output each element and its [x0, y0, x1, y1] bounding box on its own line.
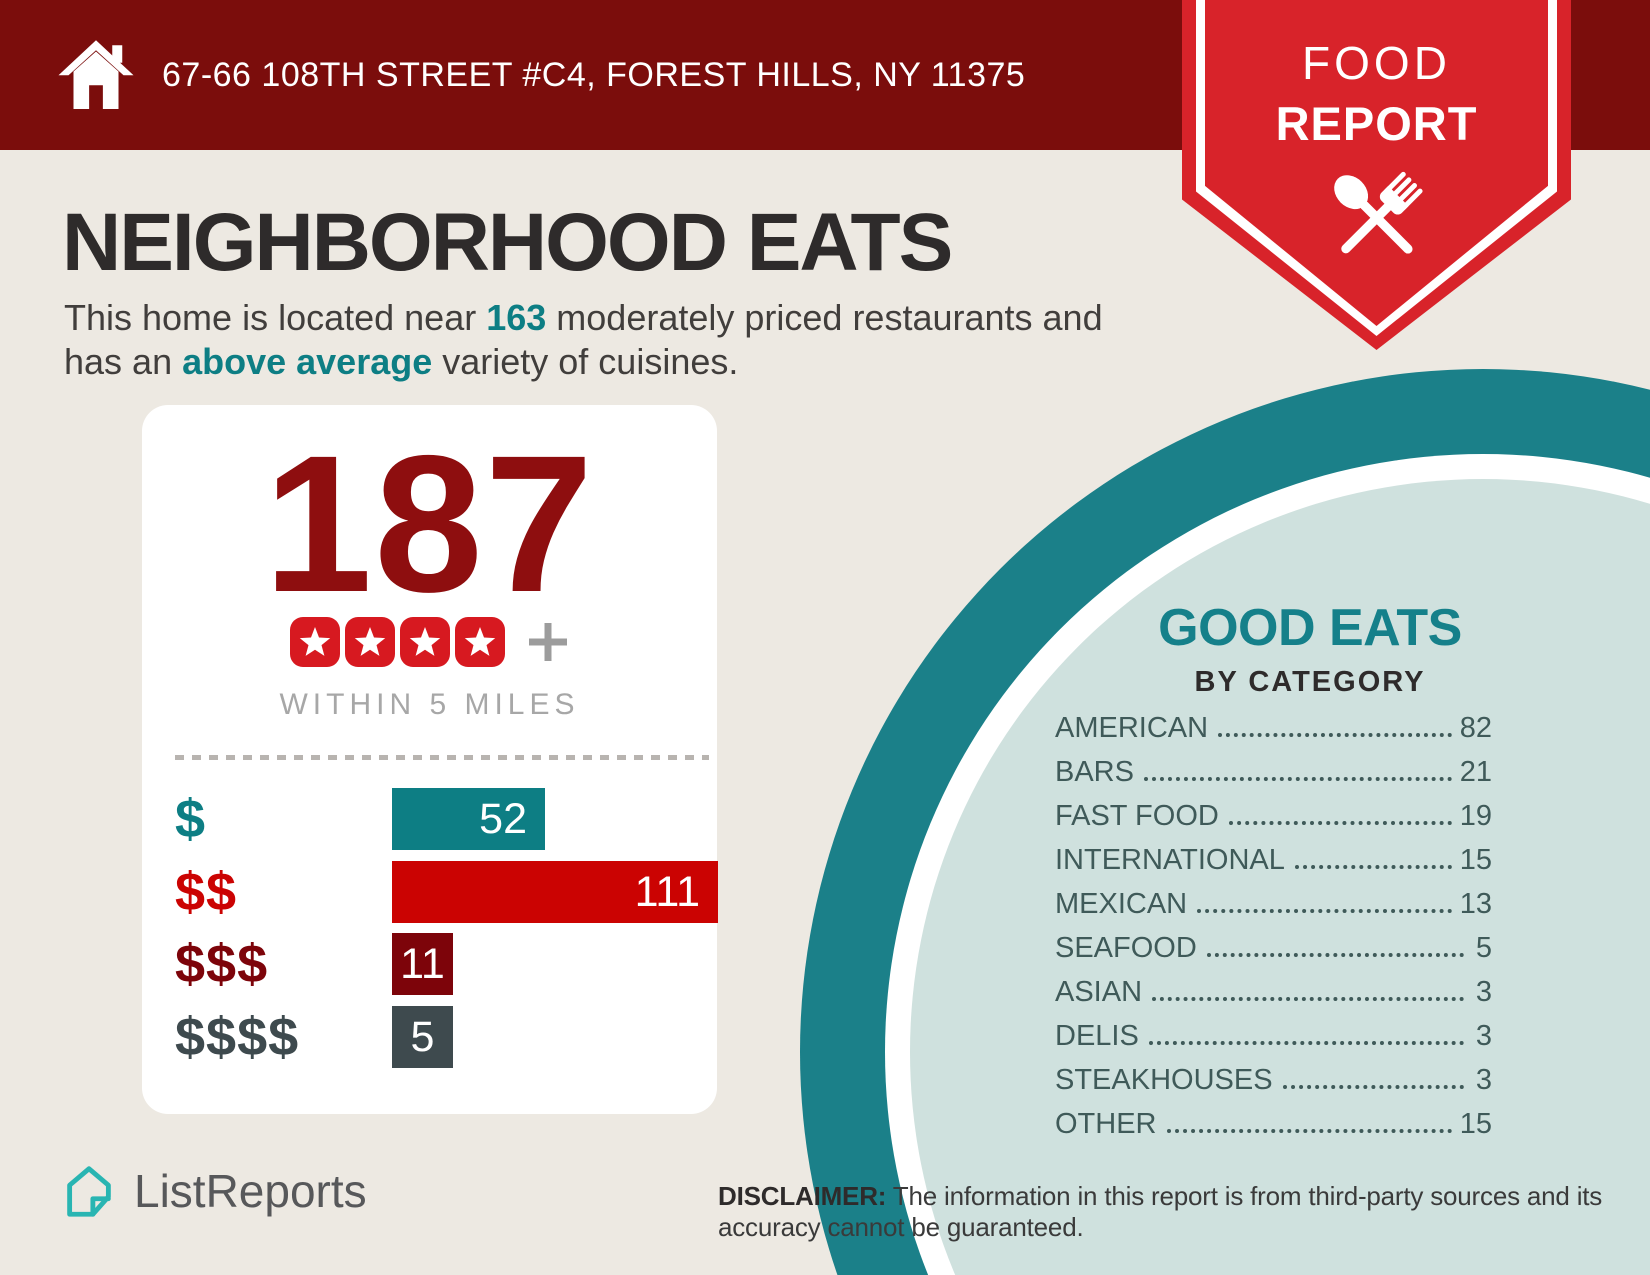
ribbon-title-line2: REPORT — [1275, 97, 1478, 150]
price-label: $$$ — [175, 934, 269, 994]
category-label: INTERNATIONAL — [1055, 844, 1285, 876]
category-row: BARS 21 — [1055, 756, 1492, 800]
summary-card: 187 WITHIN 5 MILES $52 $$ 111 $$$ 11 $$$$ 5 — [142, 405, 718, 1114]
listreports-logo: ListReports — [58, 1160, 367, 1222]
category-row: ASIAN 3 — [1055, 976, 1492, 1020]
category-leader — [1206, 953, 1464, 957]
good-eats-title: GOOD EATS — [1158, 599, 1462, 657]
listreports-logo-text: ListReports — [134, 1165, 367, 1217]
category-value: 82 — [1459, 712, 1492, 744]
category-value: 21 — [1459, 756, 1492, 788]
disclaimer: DISCLAIMER: The information in this repo… — [718, 1181, 1602, 1243]
page-title: NEIGHBORHOOD EATS — [62, 197, 953, 288]
good-eats-subtitle: BY CATEGORY — [1194, 666, 1426, 698]
disclaimer-text: The information in this report is from t… — [886, 1181, 1603, 1211]
category-row: SEAFOOD 5 — [1055, 932, 1492, 976]
category-label: SEAFOOD — [1055, 932, 1197, 964]
category-leader — [1148, 1041, 1464, 1045]
category-row: INTERNATIONAL 15 — [1055, 844, 1492, 888]
category-value: 13 — [1459, 888, 1492, 920]
category-value: 15 — [1459, 844, 1492, 876]
category-leader — [1197, 909, 1452, 913]
price-row: $52 — [142, 788, 717, 850]
category-value: 3 — [1475, 976, 1492, 1008]
plus-icon — [528, 623, 567, 661]
price-bar: 11 — [392, 933, 453, 995]
category-label: FAST FOOD — [1055, 800, 1219, 832]
price-row: $$ 111 — [142, 861, 718, 923]
disclaimer-text-line2: accuracy cannot be guaranteed. — [718, 1212, 1084, 1242]
category-value: 19 — [1459, 800, 1492, 832]
price-bar: 52 — [392, 788, 545, 850]
category-label: AMERICAN — [1055, 712, 1209, 744]
category-row: MEXICAN 13 — [1055, 888, 1492, 932]
restaurant-count: 163 — [486, 297, 547, 338]
price-row: $$$$ 5 — [142, 1006, 717, 1068]
category-value: 3 — [1475, 1064, 1492, 1096]
disclaimer-label: DISCLAIMER: — [718, 1181, 887, 1211]
price-label: $$ — [175, 862, 238, 922]
category-row: OTHER 15 — [1055, 1108, 1492, 1152]
category-label: DELIS — [1055, 1020, 1139, 1052]
utensils-icon — [1333, 171, 1423, 254]
star-rating — [142, 617, 717, 667]
cuisine-variety-highlight: above average — [182, 341, 433, 382]
star-icon — [454, 617, 505, 667]
divider — [175, 755, 709, 760]
price-row: $$$ 11 — [142, 933, 717, 995]
home-icon — [58, 40, 134, 109]
category-label: MEXICAN — [1055, 888, 1188, 920]
intro-line1: This home is located near 163 moderately… — [64, 297, 1103, 338]
category-leader — [1218, 733, 1452, 737]
restaurant-total: 187 — [263, 415, 596, 633]
category-leader — [1152, 997, 1464, 1001]
category-leader — [1166, 1129, 1452, 1133]
listreports-logo-icon — [67, 1166, 111, 1217]
category-label: OTHER — [1055, 1108, 1157, 1140]
category-label: STEAKHOUSES — [1055, 1064, 1273, 1096]
price-bar: 5 — [392, 1006, 453, 1068]
category-label: ASIAN — [1055, 976, 1143, 1008]
category-label: BARS — [1055, 756, 1134, 788]
price-label: $$$$ — [175, 1007, 300, 1067]
price-label: $ — [175, 789, 207, 849]
category-leader — [1282, 1085, 1464, 1089]
address-text: 67-66 108TH STREET #C4, FOREST HILLS, NY… — [162, 56, 1026, 94]
category-row: FAST FOOD 19 — [1055, 800, 1492, 844]
category-value: 15 — [1459, 1108, 1492, 1140]
category-value: 5 — [1475, 932, 1492, 964]
ribbon-title-line1: FOOD — [1302, 37, 1451, 89]
category-value: 3 — [1475, 1020, 1492, 1052]
radius-label: WITHIN 5 MILES — [279, 688, 580, 721]
intro-text: This home is located near 163 moderately… — [64, 296, 1103, 384]
price-bar: 111 — [392, 861, 718, 923]
category-row: STEAKHOUSES 3 — [1055, 1064, 1492, 1108]
star-icon — [399, 617, 450, 667]
intro-line2: has an above average variety of cuisines… — [64, 341, 739, 382]
category-list: AMERICAN 82 BARS 21 FAST FOOD 19 INTERNATIONAL… — [1055, 712, 1492, 1152]
food-report-ribbon: FOOD REPORT — [1182, 0, 1571, 350]
star-icon — [344, 617, 395, 667]
category-row: AMERICAN 82 — [1055, 712, 1492, 756]
category-leader — [1294, 865, 1452, 869]
star-icon — [289, 617, 340, 667]
category-leader — [1143, 777, 1452, 781]
category-leader — [1228, 821, 1452, 825]
category-row: DELIS 3 — [1055, 1020, 1492, 1064]
